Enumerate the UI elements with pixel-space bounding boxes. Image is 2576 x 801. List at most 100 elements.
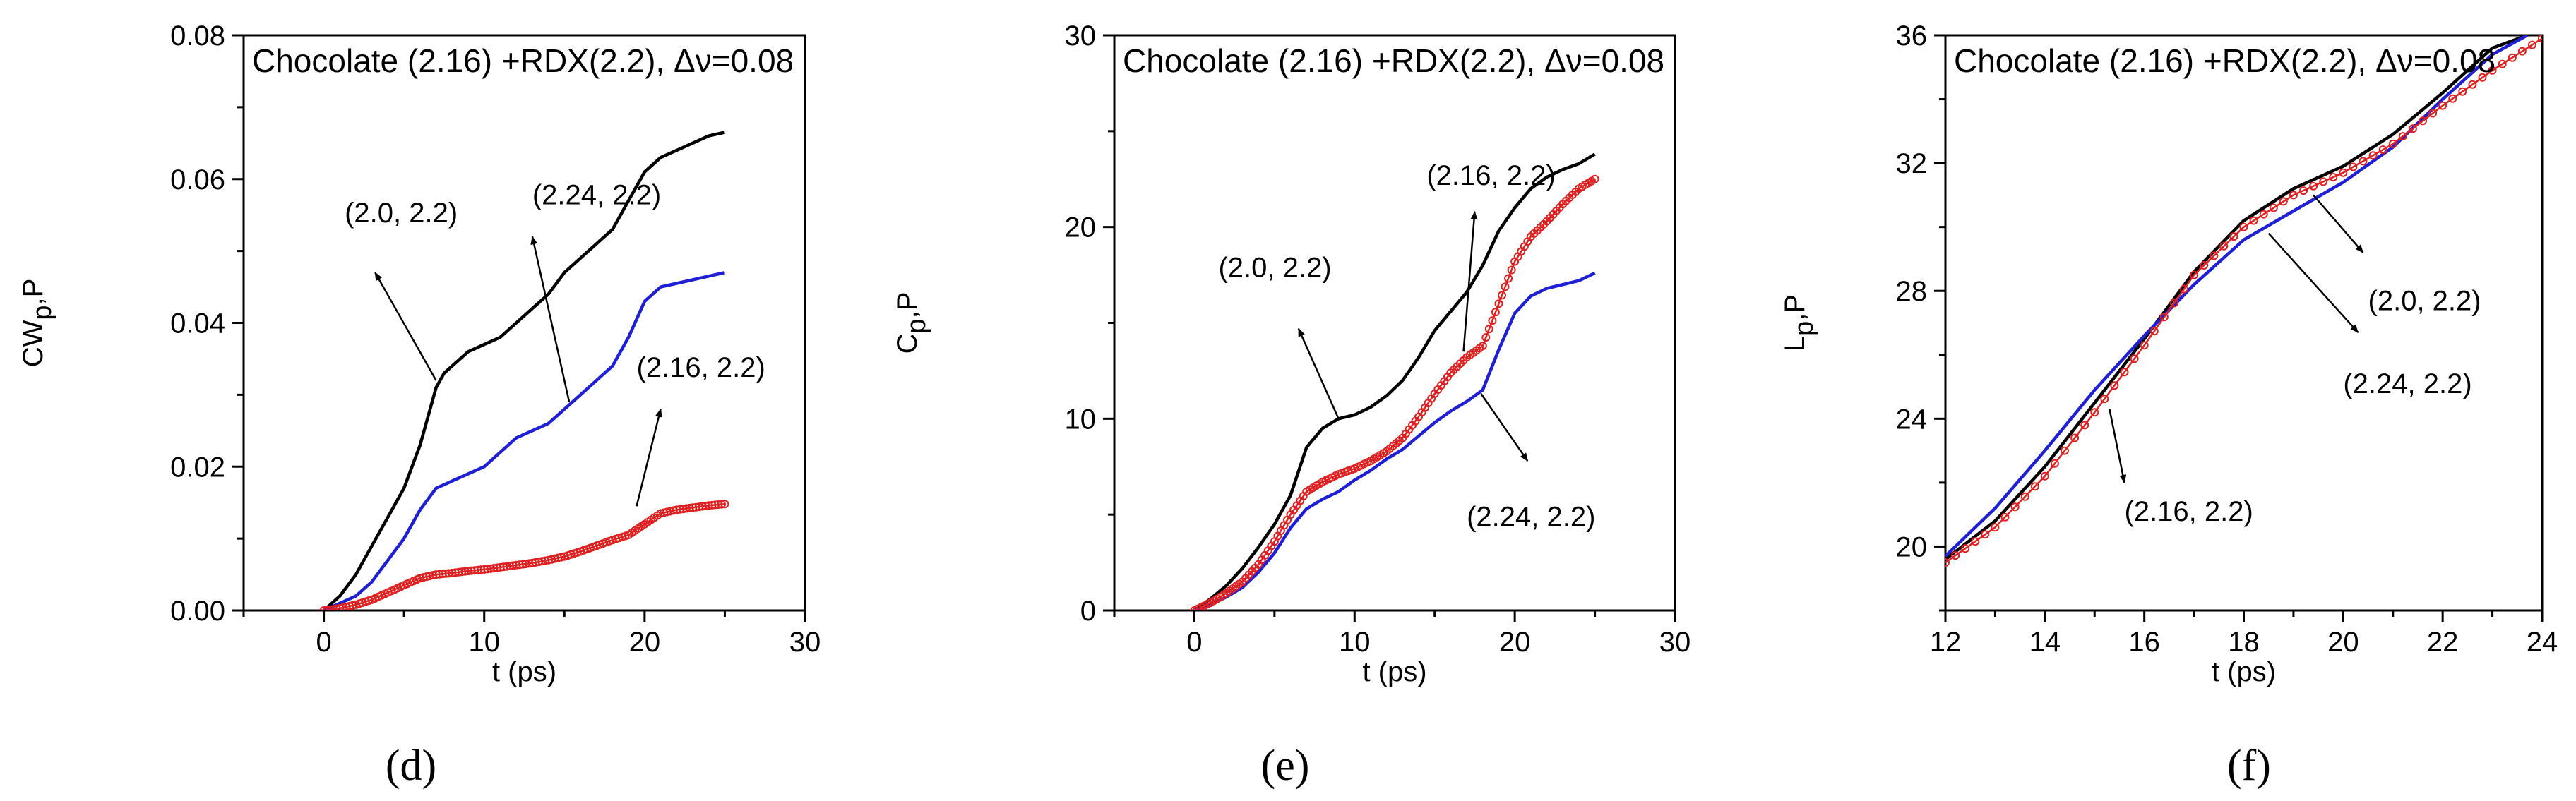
series-point — [2149, 327, 2159, 336]
y-axis-label-subscript: p — [902, 318, 931, 333]
series-point — [2190, 270, 2199, 279]
series-point — [2120, 368, 2129, 377]
annotation-arrow — [2267, 232, 2359, 333]
series-point — [2478, 73, 2487, 82]
panel-tag-text: (f) — [2227, 742, 2271, 790]
series-point — [2080, 421, 2089, 430]
x-tick-label: 24 — [2527, 627, 2558, 658]
series-point — [1498, 291, 1506, 300]
y-axis-label-subscript: p — [1789, 321, 1819, 336]
series-point — [2438, 101, 2447, 110]
panels: 0 10 20 300.000.020.040.060.08t (ps)CWp,P(2… — [18, 20, 2558, 790]
series-point — [2061, 446, 2069, 455]
annotation-label: (2.0, 2.2) — [345, 198, 458, 229]
series-point — [2130, 354, 2139, 363]
annotation-label: (2.0, 2.2) — [2368, 285, 2481, 316]
x-tick-label: 30 — [789, 627, 821, 658]
y-axis-label-main: CW — [18, 320, 49, 367]
series-point — [2329, 173, 2338, 181]
series-point — [1484, 325, 1493, 334]
series-point — [2100, 395, 2109, 404]
y-axis-label-tail: ,P — [18, 279, 49, 306]
chart-panel-f: 12 14 16 18 20 22 24 20 24 28 32 36 t (ps) Lp,P (2.0, … — [1779, 20, 2558, 790]
x-tick-label: 20 — [2327, 627, 2359, 658]
series-line-1 — [323, 271, 725, 610]
annotation-arrow — [1297, 327, 1340, 419]
series-point — [2388, 139, 2397, 148]
series-point — [717, 500, 726, 509]
series-point — [2040, 471, 2049, 481]
panel-tag-text: (d) — [386, 742, 436, 790]
series-point — [1981, 530, 1990, 539]
y-tick-label: 10 — [1065, 404, 1097, 435]
series-line-2 — [1193, 178, 1596, 610]
series-point — [2229, 232, 2238, 241]
series-point — [2249, 216, 2258, 225]
chart-panel-e: 0 10 20 30 0 10 20 30 t (ps) Cp,P (2.0, 2.2) (2.16,… — [892, 20, 1690, 790]
series-point — [2448, 94, 2457, 103]
series-point — [2349, 162, 2358, 171]
series-point — [2359, 157, 2368, 166]
y-tick-label: 36 — [1896, 20, 1928, 52]
chart-title: Chocolate (2.16) +RDX(2.2), Δν=0.08 — [252, 42, 794, 79]
series-line-1 — [1945, 35, 2528, 558]
y-tick-label: 24 — [1896, 404, 1928, 435]
annotation-label: (2.16, 2.2) — [1426, 160, 1555, 191]
annotation-arrow — [636, 408, 662, 507]
series-point — [1491, 308, 1500, 317]
series-point — [2090, 408, 2099, 417]
y-tick-label: 0.04 — [170, 308, 225, 339]
x-tick-label: 10 — [468, 627, 500, 658]
series-point — [2269, 203, 2278, 212]
series-point — [2140, 341, 2149, 350]
annotation-arrow — [1462, 210, 1478, 352]
x-tick-label: 10 — [1339, 627, 1371, 658]
series-point — [2110, 381, 2119, 390]
series-point — [1488, 316, 1497, 325]
annotation-label: (2.16, 2.2) — [637, 352, 765, 383]
series-line-1 — [1193, 271, 1596, 610]
x-tick-label: 22 — [2427, 627, 2459, 658]
x-axis-label: t (ps) — [492, 656, 556, 687]
x-tick-label: 12 — [1930, 627, 1962, 658]
y-tick-label: 0.06 — [170, 164, 225, 195]
series-point — [1971, 537, 1980, 546]
panel-tag-text: (e) — [1261, 742, 1310, 790]
series-point — [2339, 168, 2348, 177]
y-tick-label: 0.08 — [170, 20, 225, 52]
panel-tag: (f) — [2227, 742, 2271, 790]
series-point — [1507, 265, 1516, 275]
series-point — [319, 606, 328, 610]
x-tick-label: 20 — [1499, 627, 1531, 658]
y-tick-label: 28 — [1896, 276, 1928, 307]
x-tick-label: 20 — [629, 627, 661, 658]
series-point — [2259, 210, 2268, 219]
annotation-label: (2.16, 2.2) — [2125, 496, 2253, 527]
chart-title: Chocolate (2.16) +RDX(2.2), Δν=0.08 — [1123, 42, 1664, 79]
series-point — [2239, 222, 2248, 231]
series-point — [1961, 544, 1970, 553]
y-tick-label: 20 — [1065, 212, 1097, 243]
y-axis-label-tail: ,P — [1779, 294, 1811, 321]
series-point — [2468, 80, 2477, 89]
series-point — [1951, 551, 1960, 560]
series-point — [1494, 299, 1503, 308]
series-point — [2458, 87, 2467, 96]
series-point — [2180, 284, 2188, 294]
y-tick-label: 0.00 — [170, 596, 225, 627]
series-line-2 — [1945, 37, 2542, 564]
x-tick-label: 0 — [1186, 627, 1202, 658]
series-point — [720, 500, 729, 509]
series-point — [1991, 523, 2000, 532]
series-group — [1190, 152, 1599, 610]
x-tick-label: 14 — [2029, 627, 2061, 658]
series-point — [2000, 512, 2010, 522]
series-line-0 — [323, 131, 725, 610]
annotation-label: (2.0, 2.2) — [1218, 252, 1331, 283]
series-point — [2309, 181, 2318, 191]
y-axis-label: CWp,P — [18, 279, 57, 368]
series-point — [2398, 132, 2407, 141]
series-point — [1945, 558, 1950, 567]
